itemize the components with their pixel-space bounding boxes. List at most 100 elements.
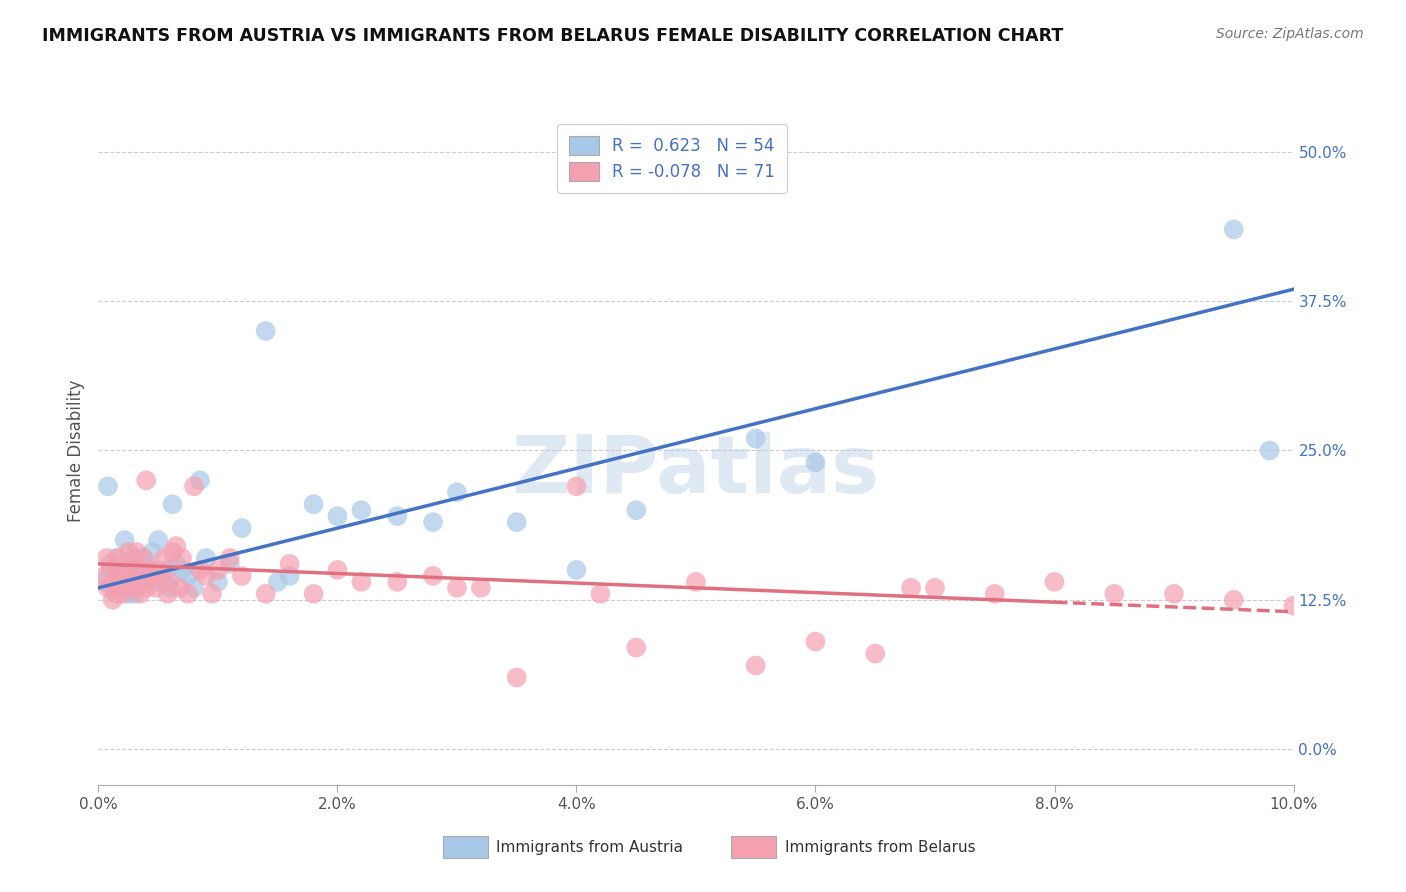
Point <box>385 574 409 589</box>
Point <box>159 581 181 595</box>
Point <box>114 574 136 589</box>
Point <box>565 479 588 493</box>
Point <box>129 563 152 577</box>
Point <box>506 670 529 684</box>
Point <box>135 569 157 583</box>
Point <box>446 485 468 500</box>
Point <box>470 581 492 595</box>
Point <box>201 587 224 601</box>
Point <box>172 563 194 577</box>
Point <box>254 324 277 338</box>
Point <box>207 574 229 589</box>
Point <box>111 574 134 589</box>
Point <box>165 539 187 553</box>
Point <box>745 432 768 446</box>
Point <box>446 581 468 595</box>
Point <box>96 551 118 566</box>
Point <box>231 521 253 535</box>
Point <box>156 563 179 577</box>
Point <box>350 503 373 517</box>
Point <box>1282 599 1305 613</box>
Point <box>138 563 160 577</box>
Point <box>900 581 922 595</box>
Point <box>162 545 184 559</box>
Point <box>105 563 128 577</box>
Text: Source: ZipAtlas.com: Source: ZipAtlas.com <box>1216 27 1364 41</box>
Point <box>124 581 146 595</box>
Point <box>105 569 128 583</box>
Point <box>626 503 648 517</box>
Point <box>804 634 827 648</box>
Point <box>169 581 191 595</box>
Point <box>385 509 409 524</box>
Point <box>107 551 129 566</box>
Y-axis label: Female Disability: Female Disability <box>66 379 84 522</box>
Point <box>865 647 887 661</box>
Point <box>149 569 172 583</box>
Point <box>93 569 115 583</box>
Point <box>302 587 325 601</box>
Point <box>1258 443 1281 458</box>
Point <box>1043 574 1066 589</box>
Point <box>149 569 172 583</box>
Point <box>120 569 142 583</box>
Point <box>148 563 170 577</box>
Point <box>589 587 612 601</box>
Point <box>114 533 136 547</box>
Point <box>135 473 157 487</box>
Legend: R =  0.623   N = 54, R = -0.078   N = 71: R = 0.623 N = 54, R = -0.078 N = 71 <box>557 124 787 193</box>
Text: Immigrants from Austria: Immigrants from Austria <box>496 840 683 855</box>
Point <box>188 563 211 577</box>
Point <box>148 533 170 547</box>
Point <box>350 574 373 589</box>
Point <box>278 557 301 571</box>
Point <box>162 497 184 511</box>
Point <box>117 581 139 595</box>
Point <box>1223 592 1246 607</box>
Point <box>302 497 325 511</box>
Point <box>129 587 152 601</box>
Point <box>267 574 290 589</box>
Text: Immigrants from Belarus: Immigrants from Belarus <box>785 840 976 855</box>
Point <box>177 569 200 583</box>
Text: IMMIGRANTS FROM AUSTRIA VS IMMIGRANTS FROM BELARUS FEMALE DISABILITY CORRELATION: IMMIGRANTS FROM AUSTRIA VS IMMIGRANTS FR… <box>42 27 1063 45</box>
Point <box>219 557 242 571</box>
Point <box>984 587 1007 601</box>
Point <box>565 563 588 577</box>
Point <box>131 574 153 589</box>
Point <box>124 551 146 566</box>
Point <box>183 581 205 595</box>
Point <box>804 455 827 469</box>
Point <box>101 592 124 607</box>
Point <box>195 551 218 566</box>
Point <box>145 581 167 595</box>
Point <box>103 574 125 589</box>
Point <box>159 574 181 589</box>
Point <box>326 563 349 577</box>
Point <box>141 569 163 583</box>
Point <box>135 581 157 595</box>
Point <box>626 640 648 655</box>
Point <box>108 581 131 595</box>
Point <box>195 569 218 583</box>
Point <box>183 479 205 493</box>
Point <box>131 574 153 589</box>
Point <box>124 587 146 601</box>
Point <box>422 515 444 529</box>
Point <box>120 563 142 577</box>
Point <box>145 574 167 589</box>
Point <box>1163 587 1185 601</box>
Point <box>188 473 211 487</box>
Point <box>129 563 152 577</box>
Point <box>108 569 131 583</box>
Point <box>132 551 155 566</box>
Point <box>101 581 124 595</box>
Point <box>93 574 115 589</box>
Point <box>165 557 187 571</box>
Point <box>156 587 179 601</box>
Point <box>114 557 136 571</box>
Point <box>422 569 444 583</box>
Point <box>231 569 253 583</box>
Point <box>105 551 128 566</box>
Point <box>117 545 139 559</box>
